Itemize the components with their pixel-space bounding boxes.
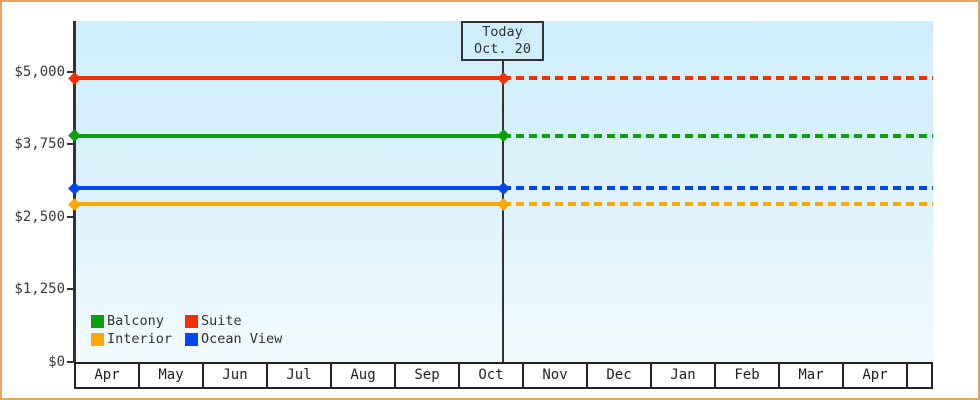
y-axis-tick xyxy=(67,143,74,145)
series-line-past-ocean-view xyxy=(74,186,503,191)
x-axis-month-cell: Dec xyxy=(588,364,652,387)
today-annotation-title: Today xyxy=(482,24,523,40)
x-axis-month-cell: Mar xyxy=(780,364,844,387)
legend-swatch xyxy=(91,332,104,346)
legend-swatch xyxy=(185,332,198,346)
legend-label: Balcony xyxy=(107,313,164,329)
series-line-future-interior xyxy=(503,202,933,207)
x-axis-month-cell: Apr xyxy=(844,364,908,387)
x-axis-month-cell: Feb xyxy=(716,364,780,387)
x-axis-month-cell: Oct xyxy=(460,364,524,387)
legend-item-ocean-view: Ocean View xyxy=(185,332,282,346)
x-axis-month-cell-partial xyxy=(908,364,931,387)
x-axis-month-cell: Aug xyxy=(332,364,396,387)
legend-item-balcony: Balcony xyxy=(91,314,185,328)
x-axis-month-cell: May xyxy=(140,364,204,387)
today-line xyxy=(502,60,504,362)
y-axis-tick-label: $2,500 xyxy=(14,208,65,225)
y-axis-tick-label: $1,250 xyxy=(14,281,65,297)
today-annotation-date: Oct. 20 xyxy=(474,41,531,57)
legend-swatch xyxy=(185,314,198,328)
y-axis-tick-label: $0 xyxy=(48,353,65,370)
x-axis-month-row: Apr May Jun Jul Aug Sep Oct Nov Dec Jan Feb Mar Apr xyxy=(74,362,933,389)
x-axis-month-cell: Jul xyxy=(268,364,332,387)
series-line-future-ocean-view xyxy=(503,186,933,191)
y-axis-tick xyxy=(67,288,74,290)
series-line-future-balcony xyxy=(503,133,933,138)
y-axis-tick xyxy=(67,215,74,218)
legend: Balcony Suite Interior Ocean View xyxy=(91,314,282,346)
series-line-past-suite xyxy=(74,76,503,81)
legend-item-suite: Suite xyxy=(185,314,282,328)
x-axis-month-cell: Sep xyxy=(396,364,460,387)
y-axis-tick-label: $5,000 xyxy=(14,63,65,80)
x-axis-month-cell: Jan xyxy=(652,364,716,387)
x-axis-month-cell: Jun xyxy=(204,364,268,387)
x-axis-month-cell: Nov xyxy=(524,364,588,387)
x-axis-month-cell: Apr xyxy=(76,364,140,387)
legend-swatch xyxy=(91,314,104,328)
today-annotation: Today Oct. 20 xyxy=(461,21,544,61)
series-line-future-suite xyxy=(503,76,933,81)
series-line-past-balcony xyxy=(74,133,503,138)
y-axis-tick-label: $3,750 xyxy=(14,136,65,152)
series-line-past-interior xyxy=(74,202,503,207)
y-axis-tick xyxy=(67,360,74,363)
legend-label: Suite xyxy=(201,313,242,329)
y-axis-tick xyxy=(67,70,74,73)
legend-label: Ocean View xyxy=(201,331,283,347)
legend-item-interior: Interior xyxy=(91,332,185,346)
legend-label: Interior xyxy=(107,331,173,347)
